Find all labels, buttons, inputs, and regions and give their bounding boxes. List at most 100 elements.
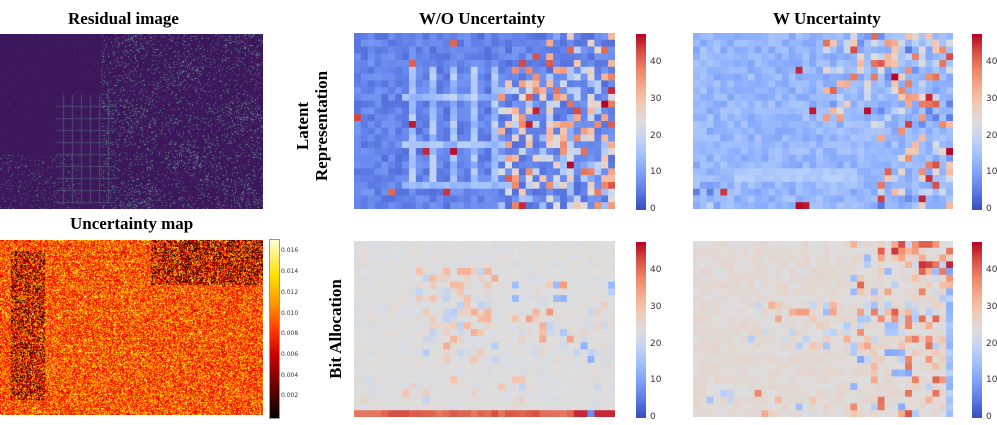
heatmap-cell [740,33,749,41]
heatmap-cell [354,161,362,169]
heatmap-cell [836,329,845,337]
heatmap-cell [560,362,568,371]
heatmap-cell [795,281,804,289]
heatmap-cell [360,403,369,411]
heatmap-cell [580,46,589,54]
heatmap-cell [601,181,609,190]
heatmap-cell [816,403,824,411]
heatmap-cell [367,80,376,88]
heatmap-cell [925,107,934,115]
heatmap-cell [870,188,879,197]
heatmap-cell [422,121,431,129]
heatmap-cell [443,87,451,95]
heatmap-cell [877,114,886,122]
heatmap-cell [402,396,410,405]
heatmap-cell [898,93,906,102]
heatmap-cell [518,383,527,391]
heatmap-cell [836,295,845,303]
heatmap-cell [470,322,479,330]
heatmap-cell [491,247,499,256]
heatmap-cell [580,389,589,398]
heatmap-cell [816,46,824,54]
heatmap-cell [905,383,913,391]
heatmap-cell [761,114,769,122]
heatmap-cell [450,288,458,296]
heatmap-cell [843,329,851,337]
heatmap-cell [809,33,817,41]
heatmap-cell [843,241,851,249]
heatmap-cell [436,93,444,102]
heatmap-cell [816,288,824,296]
heatmap-cell [580,349,589,357]
heatmap-cell [491,148,499,156]
heatmap-cell [553,247,561,256]
heatmap-cell [491,87,499,95]
heatmap-cell [781,410,790,417]
heatmap-cell [699,134,708,142]
heatmap-cell [843,148,851,156]
heatmap-cell [422,281,431,289]
heatmap-cell [727,80,735,88]
heatmap-cell [511,53,520,61]
heatmap-cell [699,168,708,176]
heatmap-cell [734,114,742,122]
heatmap-cell [354,241,362,249]
heatmap-cell [546,389,554,398]
heatmap-cell [829,261,838,269]
heatmap-cell [809,403,817,411]
heatmap-cell [594,322,602,330]
heatmap-cell [843,335,851,344]
heatmap-cell [905,154,913,163]
heatmap-cell [511,268,520,276]
heatmap-cell [823,383,831,391]
w-latent-heatmap [693,33,953,209]
heatmap-cell [870,281,879,289]
heatmap-cell [354,134,362,142]
heatmap-cell [788,114,797,122]
heatmap-cell [553,308,561,317]
heatmap-cell [768,241,776,249]
heatmap-cell [754,33,763,41]
heatmap-cell [864,53,872,61]
heatmap-cell [498,335,506,344]
heatmap-cell [898,281,906,289]
heatmap-cell [566,121,575,129]
heatmap-cell [511,161,520,169]
heatmap-cell [864,127,872,136]
heatmap-cell [395,362,403,371]
heatmap-cell [381,60,389,68]
heatmap-cell [720,342,728,350]
heatmap-cell [587,107,595,115]
heatmap-cell [594,53,602,61]
heatmap-cell [560,376,568,384]
heatmap-cell [505,134,513,142]
heatmap-cell [857,369,865,377]
heatmap-cell [754,73,763,81]
heatmap-cell [734,281,742,289]
heatmap-cell [470,396,479,405]
heatmap-cell [891,322,899,330]
heatmap-cell [925,362,934,371]
heatmap-cell [470,349,479,357]
heatmap-cell [905,254,913,262]
heatmap-cell [546,33,554,41]
heatmap-cell [740,60,749,68]
heatmap-cell [463,383,472,391]
heatmap-cell [836,247,845,256]
heatmap-cell [898,141,906,149]
heatmap-cell [925,134,934,142]
heatmap-cell [360,376,369,384]
heatmap-cell [560,100,568,109]
heatmap-cell [911,295,920,303]
heatmap-cell [463,202,472,209]
heatmap-cell [898,107,906,115]
heatmap-cell [795,107,804,115]
heatmap-cell [374,66,383,75]
heatmap-cell [823,100,831,109]
heatmap-cell [415,202,424,209]
heatmap-cell [422,141,431,149]
heatmap-cell [870,396,879,405]
heatmap-cell [402,154,410,163]
heatmap-cell [546,127,554,136]
heatmap-cell [573,376,582,384]
